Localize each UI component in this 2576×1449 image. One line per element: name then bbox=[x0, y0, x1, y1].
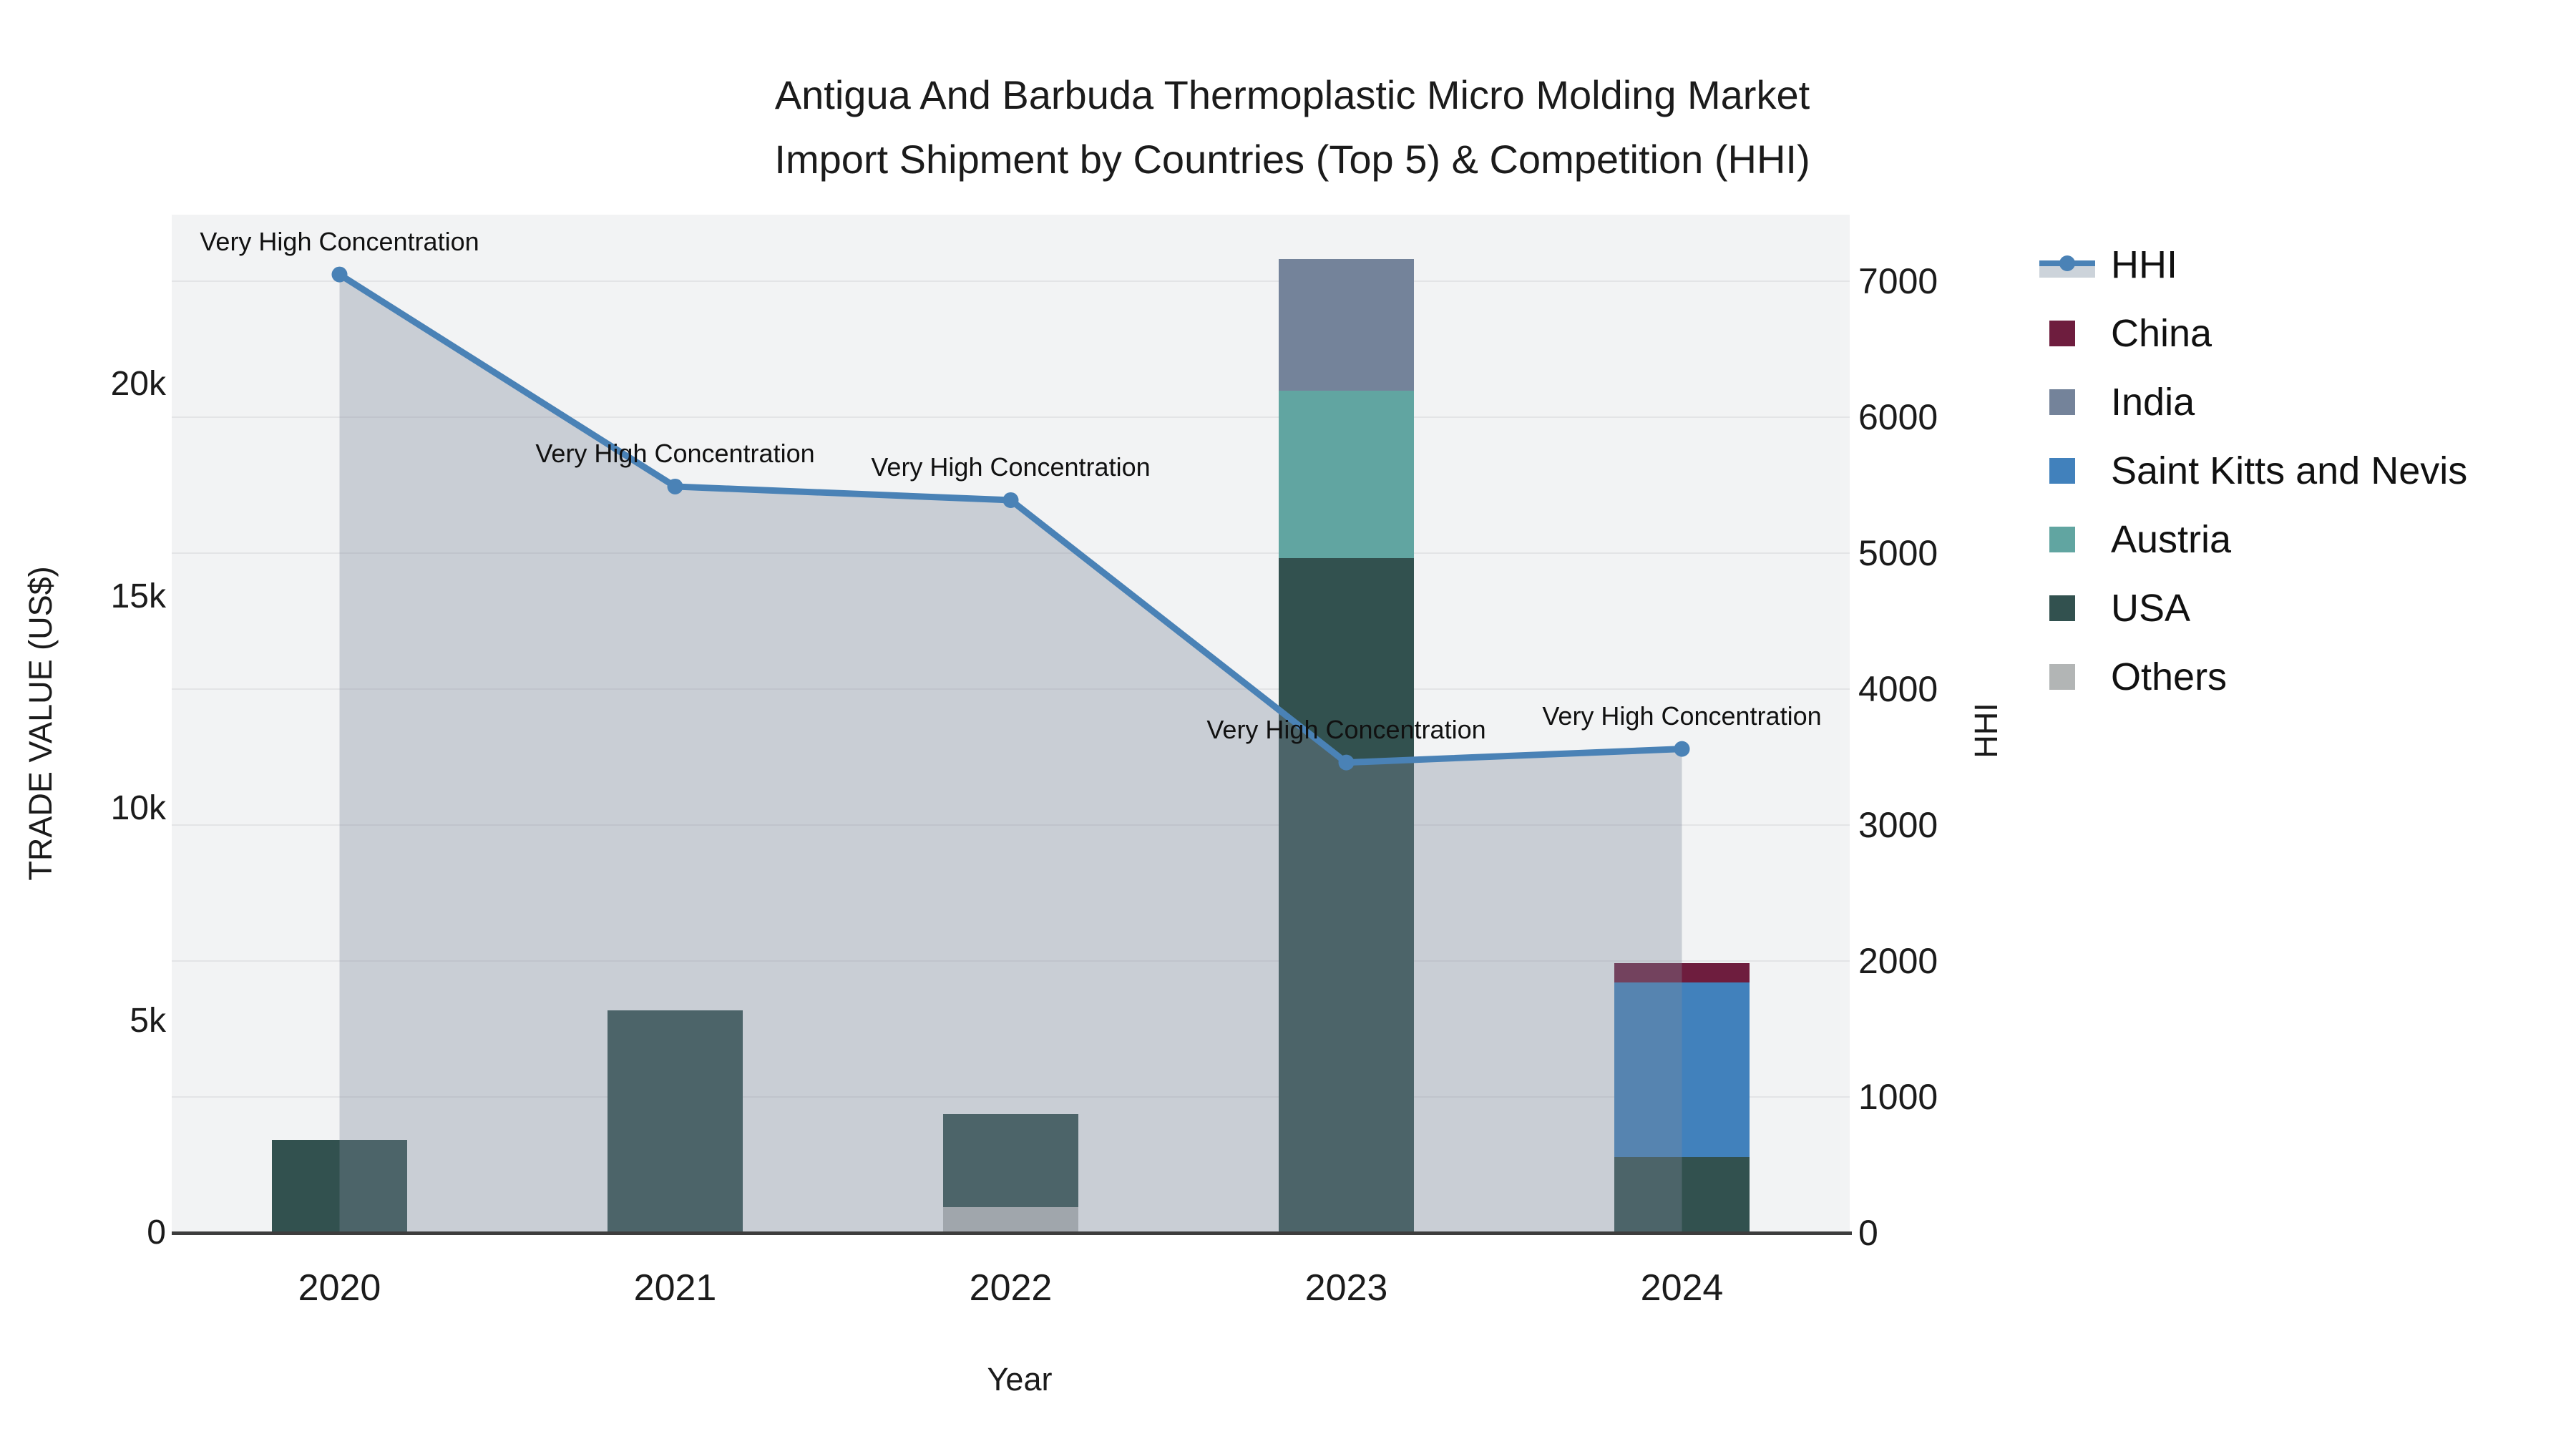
grid-line bbox=[172, 960, 1850, 962]
hhi-point-2021[interactable] bbox=[667, 478, 683, 494]
legend-label: China bbox=[2111, 312, 2212, 355]
hhi-point-2020[interactable] bbox=[331, 266, 348, 283]
bar-segment-2022-usa[interactable] bbox=[943, 1113, 1078, 1208]
y-left-tick-10k: 10k bbox=[110, 789, 166, 828]
y-axis-left-title: TRADE VALUE (US$) bbox=[22, 566, 59, 881]
legend-item-hhi[interactable]: HHI bbox=[2039, 242, 2467, 288]
y-left-tick-5k: 5k bbox=[130, 1001, 166, 1040]
annotation-2022: Very High Concentration bbox=[871, 452, 1151, 482]
x-tick-2021: 2021 bbox=[633, 1267, 717, 1309]
bar-segment-2020-usa[interactable] bbox=[272, 1139, 407, 1233]
x-tick-2022: 2022 bbox=[969, 1267, 1053, 1309]
bar-segment-2021-usa[interactable] bbox=[608, 1010, 743, 1233]
hhi-dot-icon bbox=[2059, 255, 2075, 271]
legend-swatch-icon bbox=[2039, 517, 2111, 562]
legend-color-swatch bbox=[2049, 321, 2075, 346]
hhi-point-2024[interactable] bbox=[1674, 741, 1690, 757]
grid-line bbox=[172, 552, 1850, 555]
y-right-tick-3000: 3000 bbox=[1858, 805, 1938, 846]
x-tick-2020: 2020 bbox=[298, 1267, 381, 1309]
legend-item-usa[interactable]: USA bbox=[2039, 585, 2467, 631]
legend-item-saint-kitts-and-nevis[interactable]: Saint Kitts and Nevis bbox=[2039, 448, 2467, 494]
legend-color-swatch bbox=[2049, 664, 2075, 690]
hhi-area-fill bbox=[339, 274, 1682, 1233]
legend-label: Saint Kitts and Nevis bbox=[2111, 449, 2468, 492]
grid-line bbox=[172, 280, 1850, 283]
y-right-tick-0: 0 bbox=[1858, 1213, 1878, 1253]
legend-color-swatch bbox=[2049, 595, 2075, 621]
annotation-2021: Very High Concentration bbox=[535, 438, 815, 468]
bar-segment-2022-others[interactable] bbox=[943, 1207, 1078, 1233]
legend: HHI China India Saint Kitts and Nevis Austri… bbox=[2039, 242, 2467, 700]
y-right-tick-5000: 5000 bbox=[1858, 533, 1938, 574]
bar-segment-2023-usa[interactable] bbox=[1279, 558, 1414, 1233]
bar-segment-2023-austria[interactable] bbox=[1279, 391, 1414, 559]
legend-item-others[interactable]: Others bbox=[2039, 654, 2467, 700]
legend-swatch-icon bbox=[2039, 379, 2111, 425]
bar-segment-2023-india[interactable] bbox=[1279, 259, 1414, 391]
chart-title-line1: Antigua And Barbuda Thermoplastic Micro … bbox=[774, 72, 1810, 117]
y-right-tick-4000: 4000 bbox=[1858, 669, 1938, 710]
annotation-2020: Very High Concentration bbox=[200, 226, 479, 256]
legend-label: India bbox=[2111, 381, 2195, 424]
y-left-tick-0: 0 bbox=[147, 1214, 166, 1252]
legend-swatch-icon bbox=[2039, 585, 2111, 631]
hhi-point-2023[interactable] bbox=[1338, 754, 1355, 771]
grid-line bbox=[172, 416, 1850, 419]
legend-color-swatch bbox=[2049, 458, 2075, 484]
legend-color-swatch bbox=[2049, 527, 2075, 552]
legend-color-swatch bbox=[2049, 389, 2075, 415]
y-right-tick-6000: 6000 bbox=[1858, 397, 1938, 438]
x-axis-line bbox=[172, 1231, 1852, 1235]
grid-line bbox=[172, 688, 1850, 691]
legend-swatch-icon bbox=[2039, 654, 2111, 700]
bar-segment-2024-saint-kitts-and-nevis[interactable] bbox=[1614, 982, 1750, 1158]
annotation-2023: Very High Concentration bbox=[1206, 714, 1486, 744]
y-right-tick-2000: 2000 bbox=[1858, 941, 1938, 982]
legend-label: Austria bbox=[2111, 518, 2232, 561]
x-tick-2024: 2024 bbox=[1640, 1267, 1724, 1309]
y-right-tick-1000: 1000 bbox=[1858, 1077, 1938, 1117]
bar-segment-2024-china[interactable] bbox=[1614, 963, 1750, 982]
y-axis-right-title: HHI bbox=[1968, 703, 2004, 758]
hhi-line-overlay bbox=[331, 266, 1690, 1233]
hhi-line-legend-icon bbox=[2039, 242, 2111, 288]
hhi-area-band-icon bbox=[2039, 265, 2095, 278]
plot-area bbox=[172, 215, 1850, 1233]
legend-swatch-icon bbox=[2039, 448, 2111, 494]
grid-line bbox=[172, 1096, 1850, 1098]
legend-label: HHI bbox=[2111, 243, 2177, 286]
bar-segment-2024-usa[interactable] bbox=[1614, 1157, 1750, 1233]
y-left-tick-20k: 20k bbox=[110, 365, 166, 404]
y-left-tick-15k: 15k bbox=[110, 577, 166, 615]
y-right-tick-7000: 7000 bbox=[1858, 261, 1938, 302]
x-tick-2023: 2023 bbox=[1304, 1267, 1388, 1309]
hhi-point-2022[interactable] bbox=[1002, 492, 1019, 508]
chart-title-line2: Import Shipment by Countries (Top 5) & C… bbox=[774, 137, 1810, 182]
legend-label: USA bbox=[2111, 587, 2191, 630]
legend-label: Others bbox=[2111, 655, 2228, 698]
legend-swatch-icon bbox=[2039, 311, 2111, 356]
grid-line bbox=[172, 824, 1850, 826]
legend-item-austria[interactable]: Austria bbox=[2039, 517, 2467, 562]
annotation-2024: Very High Concentration bbox=[1542, 701, 1822, 731]
legend-item-china[interactable]: China bbox=[2039, 311, 2467, 356]
legend-item-india[interactable]: India bbox=[2039, 379, 2467, 425]
x-axis-title: Year bbox=[987, 1361, 1053, 1397]
